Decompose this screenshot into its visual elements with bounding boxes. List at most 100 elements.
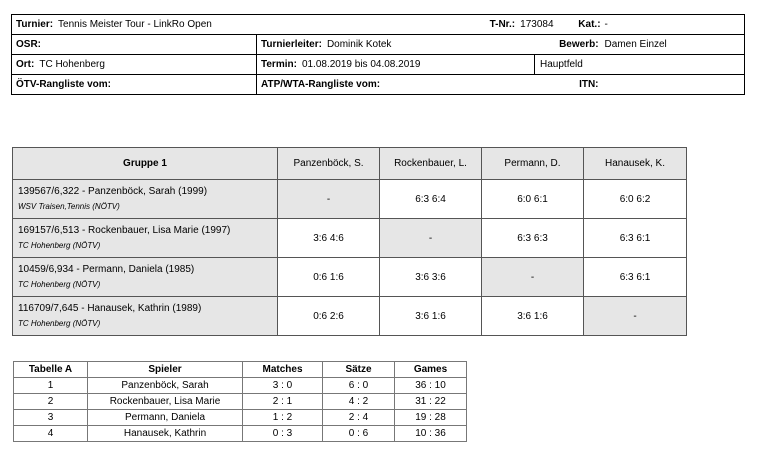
result-cell: 3:6 4:6 [277,218,380,258]
player-cell: Rockenbauer, Lisa Marie [87,393,243,410]
tnr-cell: T-Nr.: 173084 Kat.: [451,14,601,35]
result-cell: - [277,179,380,219]
ort-cell: Ort: TC Hohenberg [11,54,257,75]
header-row-osr: OSR: Turnierleiter: Dominik Kotek Bewerb:… [11,34,746,55]
itn-label: ITN: [579,79,599,90]
rank-cell: 2 [13,393,88,410]
result-cell: 3:6 1:6 [481,296,584,336]
sets-cell: 2 : 4 [322,409,395,426]
header-row-ort: Ort: TC Hohenberg Termin: 01.08.2019 bis 0… [11,54,746,75]
standings-table: Tabelle A Spieler Matches Sätze Games 1 … [13,361,467,442]
group-table: Gruppe 1 Panzenböck, S. Rockenbauer, L. … [12,147,687,336]
result-cell: 0:6 1:6 [277,257,380,297]
sets-cell: 6 : 0 [322,377,395,394]
player-cell: Panzenböck, Sarah [87,377,243,394]
itn-label-cell: ITN: [534,74,601,95]
header-row-turnier: Turnier: Tennis Meister Tour - LinkRo Ope… [10,14,746,35]
rank-cell: 4 [13,425,88,442]
player-cell: 169157/6,513 - Rockenbauer, Lisa Marie (… [12,218,278,258]
termin-cell: Termin: 01.08.2019 bis 04.08.2019 [255,54,536,75]
result-cell: 6:3 6:1 [583,257,687,297]
turnier-value: Tennis Meister Tour - LinkRo Open [58,19,212,30]
turnierleiter-cell: Turnierleiter: Dominik Kotek [255,34,535,55]
result-cell: 6:0 6:1 [481,179,584,219]
standings-header: Tabelle A [13,361,88,378]
bewerb-value: Damen Einzel [604,39,667,50]
group-row: 139567/6,322 - Panzenböck, Sarah (1999) … [12,179,687,219]
turnierleiter-value: Dominik Kotek [326,39,392,50]
player-cell: 116709/7,645 - Hanausek, Kathrin (1989) … [12,296,278,336]
osr-cell: OSR: [11,34,257,55]
standings-row: 1 Panzenböck, Sarah 3 : 0 6 : 0 36 : 10 [13,377,467,394]
matches-cell: 3 : 0 [242,377,323,394]
result-cell: - [379,218,482,258]
standings-header-row: Tabelle A Spieler Matches Sätze Games [13,361,467,378]
standings-header: Matches [242,361,323,378]
result-cell: 6:0 6:2 [583,179,687,219]
group-column-header: Panzenböck, S. [277,147,380,180]
standings-row: 4 Hanausek, Kathrin 0 : 3 0 : 6 10 : 36 [13,425,467,442]
player-cell: Permann, Daniela [87,409,243,426]
result-cell: 6:3 6:1 [583,218,687,258]
group-column-header: Rockenbauer, L. [379,147,482,180]
group-column-header: Hanausek, K. [583,147,687,180]
standings-row: 2 Rockenbauer, Lisa Marie 2 : 1 4 : 2 31… [13,393,467,410]
standings-header: Games [394,361,467,378]
result-cell: 3:6 3:6 [379,257,482,297]
result-cell: - [583,296,687,336]
tnr-label: T-Nr.: [489,19,516,30]
kat-cell: - [600,14,746,35]
result-cell: 3:6 1:6 [379,296,482,336]
termin-value: 01.08.2019 bis 04.08.2019 [301,59,421,70]
matches-cell: 0 : 3 [242,425,323,442]
sets-cell: 4 : 2 [322,393,395,410]
bewerb-label-cell: Bewerb: [534,34,601,55]
tournament-header: Turnier: Tennis Meister Tour - LinkRo Ope… [10,14,746,95]
osr-label: OSR: [16,39,41,50]
sets-cell: 0 : 6 [322,425,395,442]
header-row-rangliste: ÖTV-Rangliste vom: ATP/WTA-Rangliste vom… [11,74,746,95]
itn-value-cell [600,74,746,95]
kat-label: Kat.: [578,19,601,30]
player-cell: 139567/6,322 - Panzenböck, Sarah (1999) … [12,179,278,219]
games-cell: 10 : 36 [394,425,467,442]
turnier-cell: Turnier: Tennis Meister Tour - LinkRo Ope… [10,14,452,35]
atp-label: ATP/WTA-Rangliste vom: [261,79,381,90]
games-cell: 31 : 22 [394,393,467,410]
group-column-header: Permann, D. [481,147,584,180]
player-club: WSV Traisen,Tennis (NÖTV) [18,202,120,211]
turnierleiter-label: Turnierleiter: [261,39,322,50]
group-row: 116709/7,645 - Hanausek, Kathrin (1989) … [12,296,687,336]
player-cell: 10459/6,934 - Permann, Daniela (1985) TC… [12,257,278,297]
rank-cell: 3 [13,409,88,426]
tnr-value: 173084 [520,19,554,30]
group-row: 169157/6,513 - Rockenbauer, Lisa Marie (… [12,218,687,258]
matches-cell: 2 : 1 [242,393,323,410]
group-title: Gruppe 1 [12,147,278,180]
player-name: 169157/6,513 - Rockenbauer, Lisa Marie (… [18,225,231,236]
feld-cell: Hauptfeld [534,54,746,75]
bewerb-value-cell: Damen Einzel [600,34,746,55]
player-club: TC Hohenberg (NÖTV) [18,280,101,289]
result-cell: - [481,257,584,297]
player-name: 139567/6,322 - Panzenböck, Sarah (1999) [18,186,208,197]
matches-cell: 1 : 2 [242,409,323,426]
feld-value: Hauptfeld [540,59,583,70]
result-cell: 6:3 6:4 [379,179,482,219]
player-club: TC Hohenberg (NÖTV) [18,241,101,250]
group-header-row: Gruppe 1 Panzenböck, S. Rockenbauer, L. … [12,147,687,180]
ort-label: Ort: [16,59,35,70]
games-cell: 19 : 28 [394,409,467,426]
kat-value: - [604,19,608,30]
bewerb-label: Bewerb: [559,39,599,50]
oetv-label: ÖTV-Rangliste vom: [16,79,112,90]
player-club: TC Hohenberg (NÖTV) [18,319,101,328]
ort-value: TC Hohenberg [39,59,105,70]
standings-header: Spieler [87,361,243,378]
games-cell: 36 : 10 [394,377,467,394]
rank-cell: 1 [13,377,88,394]
player-name: 10459/6,934 - Permann, Daniela (1985) [18,264,195,275]
group-row: 10459/6,934 - Permann, Daniela (1985) TC… [12,257,687,297]
result-cell: 6:3 6:3 [481,218,584,258]
oetv-cell: ÖTV-Rangliste vom: [11,74,257,95]
